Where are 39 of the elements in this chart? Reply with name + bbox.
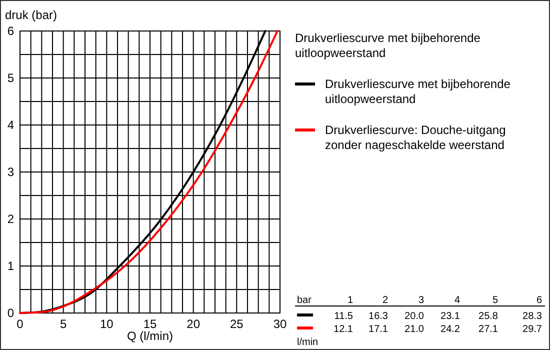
data-label: 12.1 xyxy=(334,324,354,335)
text: l/min xyxy=(297,337,318,348)
data-label: 25.8 xyxy=(478,311,498,322)
data-label: 27.1 xyxy=(478,324,498,335)
x-tick-label: 6 xyxy=(536,295,542,306)
legend-label: Drukverliescurve met bijbehorende uitloopweerstand xyxy=(325,77,511,106)
x-tick-label: 2 xyxy=(382,295,388,306)
data-label: 24.2 xyxy=(440,324,460,335)
x-tick-label: 5 xyxy=(60,317,67,331)
y-tick-label: 3 xyxy=(7,165,14,179)
y-tick-label: 5 xyxy=(7,71,14,85)
data-label: 20.0 xyxy=(404,311,424,322)
x-axis-title: Q (l/min) xyxy=(127,329,173,343)
y-tick-label: 6 xyxy=(7,24,14,38)
data-label: 17.1 xyxy=(368,324,388,335)
data-label: 28.3 xyxy=(522,311,542,322)
x-tick-label: 30 xyxy=(273,317,287,331)
data-label: 11.5 xyxy=(334,311,354,322)
data-label: 16.3 xyxy=(368,311,388,322)
y-tick-label: 2 xyxy=(7,212,14,226)
y-axis-title: druk (bar) xyxy=(5,8,58,22)
y-tick-label: 4 xyxy=(7,118,14,132)
legend-label: Drukverliescurve: Douche-uitgang zonder nageschakelde weerstand xyxy=(325,123,506,152)
data-label: 23.1 xyxy=(440,311,460,322)
x-tick-label: 25 xyxy=(230,317,244,331)
y-tick-label: 1 xyxy=(7,259,14,273)
x-tick-label: 4 xyxy=(454,295,460,306)
x-tick-label: 3 xyxy=(418,295,424,306)
data-label: 29.7 xyxy=(522,324,542,335)
text: bar xyxy=(297,295,312,306)
legend-title: Drukverliescurve met bijbehorende uitloopweerstand xyxy=(295,31,481,60)
x-tick-label: 15 xyxy=(143,317,157,331)
x-tick-label: 0 xyxy=(16,317,24,331)
x-tick-label: 5 xyxy=(492,295,498,306)
data-label: 21.0 xyxy=(404,324,424,335)
x-tick-label: 1 xyxy=(347,295,354,306)
x-tick-label: 20 xyxy=(186,317,200,331)
x-tick-label: 10 xyxy=(100,317,114,331)
y-tick-label: 0 xyxy=(7,306,14,320)
